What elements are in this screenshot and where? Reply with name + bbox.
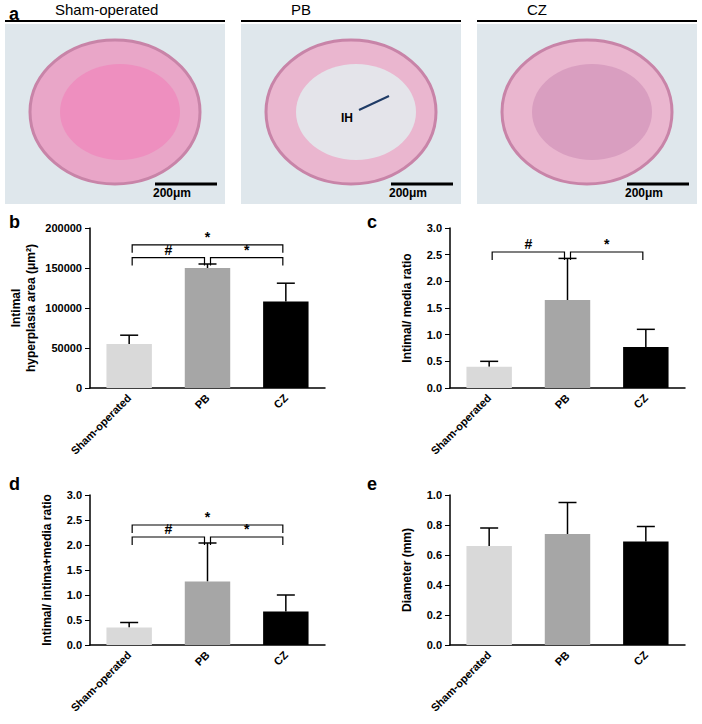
svg-text:0.0: 0.0 (427, 639, 442, 651)
svg-text:2.5: 2.5 (67, 514, 82, 526)
svg-text:Intimal/ intima+media ratio: Intimal/ intima+media ratio (40, 494, 54, 646)
svg-text:PB: PB (291, 1, 311, 18)
svg-text:0.4: 0.4 (427, 579, 443, 591)
svg-text:100000: 100000 (45, 302, 82, 314)
svg-text:Diameter (mm): Diameter (mm) (400, 528, 414, 612)
svg-text:PB: PB (192, 392, 211, 411)
svg-text:*: * (205, 229, 211, 245)
svg-text:1.5: 1.5 (67, 564, 82, 576)
svg-text:CZ: CZ (631, 649, 650, 668)
svg-text:PB: PB (552, 649, 571, 668)
svg-text:CZ: CZ (527, 1, 547, 18)
svg-text:3.0: 3.0 (427, 222, 442, 234)
svg-text:3.0: 3.0 (67, 489, 82, 501)
svg-text:PB: PB (552, 392, 571, 411)
svg-text:1.0: 1.0 (67, 589, 82, 601)
svg-text:200μm: 200μm (389, 186, 427, 200)
svg-text:*: * (604, 236, 610, 252)
svg-text:Sham-operated: Sham-operated (68, 392, 133, 457)
svg-text:0.5: 0.5 (427, 355, 442, 367)
svg-text:1.0: 1.0 (427, 489, 442, 501)
svg-text:Intimal: Intimal (9, 289, 23, 328)
svg-text:e: e (367, 474, 377, 494)
svg-text:1.0: 1.0 (427, 329, 442, 341)
svg-text:200000: 200000 (45, 222, 82, 234)
svg-text:PB: PB (192, 649, 211, 668)
svg-text:*: * (244, 521, 250, 537)
svg-text:0.5: 0.5 (67, 614, 82, 626)
svg-text:d: d (9, 474, 20, 494)
svg-text:CZ: CZ (631, 392, 650, 411)
svg-text:CZ: CZ (271, 392, 290, 411)
svg-text:Intimal/ media ratio: Intimal/ media ratio (400, 253, 414, 362)
svg-text:2.0: 2.0 (67, 539, 82, 551)
svg-text:Sham-operated: Sham-operated (68, 649, 133, 714)
svg-text:#: # (164, 242, 172, 258)
svg-text:Sham-operated: Sham-operated (428, 649, 493, 714)
svg-text:IH: IH (341, 111, 353, 125)
svg-text:50000: 50000 (51, 342, 82, 354)
svg-text:#: # (524, 236, 532, 252)
svg-text:200μm: 200μm (625, 186, 663, 200)
svg-text:*: * (205, 509, 211, 525)
svg-text:2.0: 2.0 (427, 275, 442, 287)
svg-text:Sham-operated: Sham-operated (428, 392, 493, 457)
svg-text:0: 0 (76, 382, 82, 394)
svg-text:0.0: 0.0 (427, 382, 442, 394)
svg-text:0.2: 0.2 (427, 609, 442, 621)
svg-text:150000: 150000 (45, 262, 82, 274)
svg-text:0.8: 0.8 (427, 519, 442, 531)
svg-text:1.5: 1.5 (427, 302, 442, 314)
svg-text:hyperplasia area (μm²): hyperplasia area (μm²) (24, 244, 38, 372)
svg-text:b: b (9, 212, 20, 232)
svg-text:a: a (9, 4, 20, 24)
svg-text:*: * (244, 242, 250, 258)
svg-text:0.0: 0.0 (67, 639, 82, 651)
svg-text:0.6: 0.6 (427, 549, 442, 561)
svg-text:c: c (367, 212, 377, 232)
svg-text:CZ: CZ (271, 649, 290, 668)
svg-text:200μm: 200μm (153, 186, 191, 200)
svg-text:Sham-operated: Sham-operated (55, 1, 158, 18)
svg-text:2.5: 2.5 (427, 249, 442, 261)
svg-text:#: # (164, 521, 172, 537)
